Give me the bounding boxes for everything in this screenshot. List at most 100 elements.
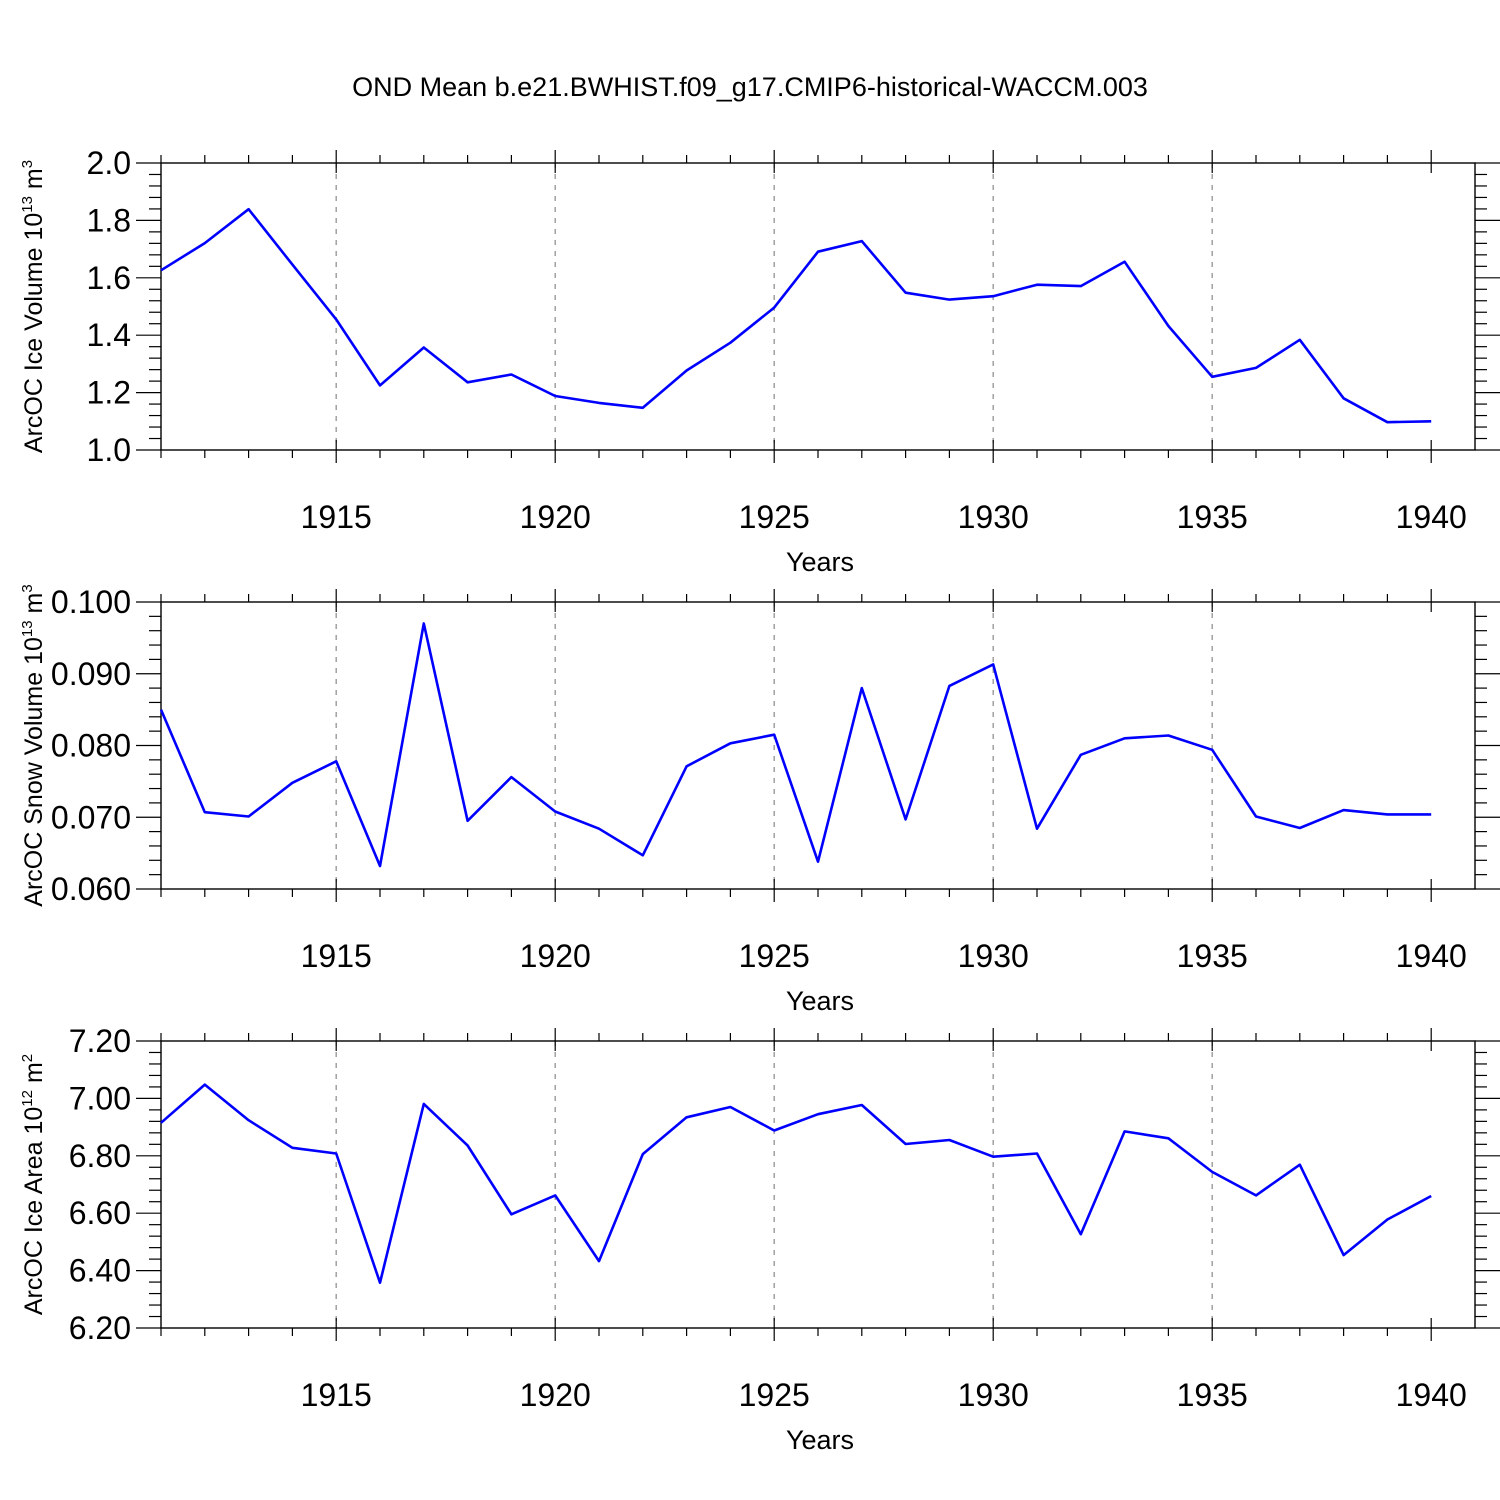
data-point (159, 1121, 163, 1125)
y-axis-label-part: m (20, 593, 48, 621)
data-point (1123, 736, 1127, 740)
x-axis-label: Years (786, 986, 854, 1016)
data-point (1123, 260, 1127, 264)
data-point (466, 380, 470, 384)
data-point (334, 1152, 338, 1156)
data-point (378, 1281, 382, 1285)
data-point (991, 662, 995, 666)
data-point (816, 250, 820, 254)
y-axis-label: ArcOC Snow Volume 1013 m3 (19, 584, 48, 906)
data-point (597, 1259, 601, 1263)
data-point (816, 860, 820, 864)
data-point (772, 1129, 776, 1133)
data-point (641, 853, 645, 857)
x-tick-label: 1925 (739, 499, 810, 535)
series-line (160, 1083, 1432, 1284)
data-point (641, 1152, 645, 1156)
data-point (1210, 375, 1214, 379)
data-point (1166, 733, 1170, 737)
data-point (509, 1212, 513, 1216)
data-point (728, 741, 732, 745)
y-axis-label: ArcOC Ice Area 1012 m2 (19, 1054, 48, 1315)
data-point (422, 346, 426, 350)
data-point (991, 294, 995, 298)
data-point (1166, 1136, 1170, 1140)
data-point (597, 401, 601, 405)
data-point (860, 239, 864, 243)
x-tick-label: 1920 (520, 499, 591, 535)
data-point (947, 1138, 951, 1142)
data-point (1298, 338, 1302, 342)
data-point (1429, 1194, 1433, 1198)
y-tick-label: 0.060 (51, 871, 131, 907)
data-point (378, 383, 382, 387)
data-point (203, 810, 207, 814)
data-point (466, 1143, 470, 1147)
data-point (553, 394, 557, 398)
y-tick-label: 7.00 (69, 1080, 131, 1116)
x-tick-label: 1940 (1396, 938, 1467, 974)
x-tick-label: 1935 (1177, 499, 1248, 535)
data-point (772, 733, 776, 737)
x-axis-label: Years (786, 547, 854, 577)
data-point (1254, 815, 1258, 819)
x-axis-label: Years (786, 1425, 854, 1455)
data-point (509, 775, 513, 779)
x-tick-label: 1915 (301, 1377, 372, 1413)
y-tick-label: 6.40 (69, 1253, 131, 1289)
data-point (904, 817, 908, 821)
data-point (1254, 366, 1258, 370)
chart-panels: 1.0 1.2 1.4 1.6 1.8 2.0 1915 1920 1925 1930 1935 19… (19, 145, 1500, 1455)
data-point (1298, 826, 1302, 830)
data-point (685, 369, 689, 373)
data-point (1035, 283, 1039, 287)
data-point (904, 291, 908, 295)
data-point (247, 1118, 251, 1122)
x-tick-label: 1925 (739, 1377, 810, 1413)
data-point (1298, 1163, 1302, 1167)
data-point (947, 684, 951, 688)
data-point (290, 263, 294, 267)
data-point (904, 1142, 908, 1146)
data-point (334, 759, 338, 763)
data-point (247, 207, 251, 211)
series-line (159, 622, 1432, 868)
y-axis-label: ArcOC Ice Volume 1013 m3 (19, 160, 48, 453)
x-tick-label: 1920 (520, 1377, 591, 1413)
y-axis-label-part: m (20, 1062, 48, 1090)
y-tick-label: 6.20 (69, 1310, 131, 1346)
data-point (1079, 1232, 1083, 1236)
data-point (553, 1193, 557, 1197)
y-tick-label: 2.0 (87, 145, 131, 181)
y-tick-label: 1.2 (87, 375, 131, 411)
series-line (160, 207, 1432, 424)
data-point (1210, 1170, 1214, 1174)
data-point (1079, 284, 1083, 288)
data-point (816, 1112, 820, 1116)
data-point (1342, 396, 1346, 400)
data-point (203, 1083, 207, 1087)
x-tick-label: 1940 (1396, 1377, 1467, 1413)
y-axis-label-part: ArcOC Snow Volume 10 (20, 637, 48, 907)
data-point (685, 1115, 689, 1119)
data-point (334, 317, 338, 321)
x-tick-label: 1920 (520, 938, 591, 974)
data-point (947, 298, 951, 302)
y-tick-label: 6.80 (69, 1138, 131, 1174)
y-axis-label-superscript: 2 (19, 1054, 36, 1062)
data-point (203, 241, 207, 245)
x-tick-label: 1935 (1177, 938, 1248, 974)
data-point (422, 622, 426, 626)
chart-panel-2: 0.060 0.070 0.080 0.090 0.100 1915 1920 1925 193… (19, 584, 1500, 1016)
plot-frame (160, 162, 1476, 451)
data-point (1079, 753, 1083, 757)
y-axis-label-part: ArcOC Ice Volume 10 (20, 213, 48, 453)
data-point (509, 373, 513, 377)
chart-panel-3: 6.20 6.40 6.60 6.80 7.00 7.20 1915 1920 1925 1930… (19, 1023, 1500, 1455)
data-point (1429, 812, 1433, 816)
x-tick-label: 1915 (301, 938, 372, 974)
y-tick-label: 0.100 (51, 584, 131, 620)
y-axis-label-superscript: 13 (19, 620, 36, 637)
data-point (728, 341, 732, 345)
